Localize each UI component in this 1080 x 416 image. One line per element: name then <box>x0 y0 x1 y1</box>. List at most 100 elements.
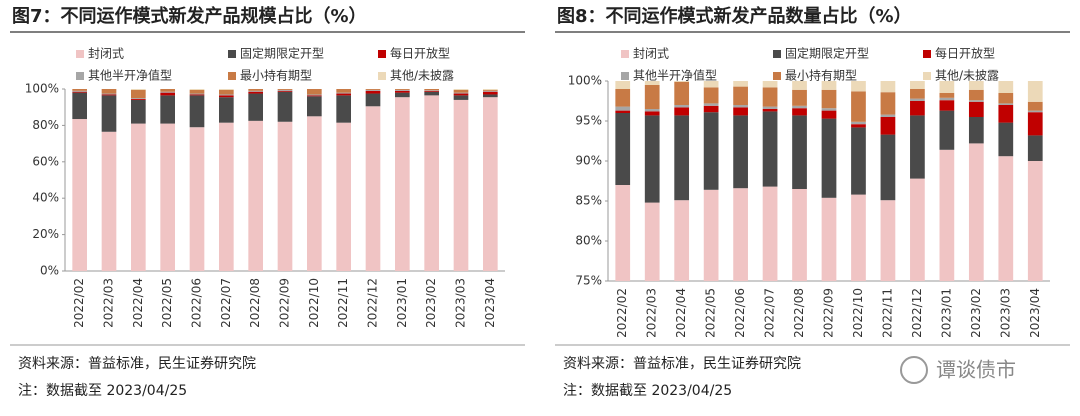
x-tick-label: 2023/02 <box>424 278 438 328</box>
bar-segment <box>483 89 498 91</box>
x-tick-label: 2022/12 <box>910 288 924 338</box>
bar-segment <box>131 99 146 100</box>
bar-segment <box>453 99 469 271</box>
bar-segment <box>336 92 351 94</box>
bar-segment <box>821 81 837 90</box>
bar-segment <box>395 89 410 91</box>
x-tick-label: 2022/11 <box>336 278 350 328</box>
x-tick-label: 2022/05 <box>160 278 174 328</box>
bar-segment <box>910 115 925 179</box>
watermark-text: 谭谈债市 <box>936 358 1016 382</box>
bar-segment <box>307 94 322 96</box>
bar-segment <box>189 93 205 95</box>
bar-segment <box>483 94 498 98</box>
bar-segment <box>277 121 293 271</box>
bar-segment <box>277 91 293 122</box>
bar-segment <box>880 200 896 281</box>
footnote: 注：数据截至 2023/04/25 <box>563 383 732 399</box>
bar-segment <box>644 111 660 116</box>
bar-segment <box>674 105 690 108</box>
bar-segment <box>219 89 234 90</box>
bar-segment <box>189 127 205 271</box>
footnote: 注：数据截至 2023/04/25 <box>18 383 187 399</box>
bar-segment <box>365 93 381 107</box>
bar-segment <box>644 109 660 112</box>
bar-segment <box>644 202 660 281</box>
bar-segment <box>792 81 807 90</box>
bar-segment <box>1027 101 1043 111</box>
bar-segment <box>998 156 1014 281</box>
bar-segment <box>792 105 807 109</box>
bar-segment <box>821 197 837 281</box>
bar-segment <box>307 95 322 97</box>
legend-label: 其他/未披露 <box>935 69 999 83</box>
bar-segment <box>131 89 146 99</box>
bar-segment <box>910 98 925 101</box>
bar-segment <box>615 110 631 113</box>
bar-segment <box>483 89 498 90</box>
legend-swatch <box>378 72 386 80</box>
x-tick-label: 2022/04 <box>131 278 145 328</box>
bar-segment <box>998 81 1014 93</box>
bar-segment <box>101 93 117 95</box>
bar-segment <box>277 89 293 90</box>
bar-segment <box>395 90 410 93</box>
bar-segment <box>395 92 410 98</box>
bar-segment <box>762 87 778 107</box>
bar-segment <box>1027 110 1043 113</box>
bar-segment <box>72 90 87 92</box>
bar-segment <box>939 149 955 281</box>
bar-segment <box>72 89 87 91</box>
watermark: 谭谈债市 <box>900 356 1016 384</box>
x-tick-label: 2022/08 <box>792 288 806 338</box>
bar-segment <box>248 90 263 92</box>
x-tick-label: 2022/06 <box>190 278 204 328</box>
legend-label: 固定期限定开型 <box>785 46 869 61</box>
legend-swatch <box>228 50 236 58</box>
chart-title: 图7：不同运作模式新发产品规模占比（%） <box>12 5 367 27</box>
x-tick-label: 2022/03 <box>645 288 659 338</box>
bar-segment <box>131 98 146 100</box>
legend-label: 每日开放型 <box>935 46 995 61</box>
bar-segment <box>968 81 984 90</box>
y-tick-label: 90% <box>575 154 602 168</box>
bar-segment <box>733 81 748 87</box>
bar-segment <box>189 95 205 128</box>
bar-segment <box>851 127 866 195</box>
bar-segment <box>424 90 439 92</box>
bar-segment <box>762 81 778 88</box>
bar-segment <box>674 200 690 281</box>
bar-segment <box>101 89 117 94</box>
bar-segment <box>395 97 410 271</box>
bar-segment <box>248 91 263 94</box>
legend-swatch <box>923 72 931 80</box>
legend-swatch <box>76 50 84 58</box>
bar-segment <box>792 115 807 189</box>
bar-segment <box>615 89 631 107</box>
x-tick-label: 2022/02 <box>72 278 86 328</box>
bar-segment <box>248 120 263 271</box>
bar-segment <box>615 185 631 281</box>
bar-segment <box>101 131 117 271</box>
legend-label: 其他半开净值型 <box>633 68 717 83</box>
bar-segment <box>131 123 146 271</box>
x-tick-label: 2022/07 <box>219 278 233 328</box>
x-tick-label: 2022/12 <box>366 278 380 328</box>
bar-segment <box>851 121 866 125</box>
bar-segment <box>1027 135 1043 161</box>
bar-segment <box>910 101 925 116</box>
x-tick-label: 2022/04 <box>674 288 688 338</box>
bar-segment <box>307 96 322 117</box>
x-tick-label: 2022/10 <box>307 278 321 328</box>
x-tick-label: 2023/03 <box>998 288 1012 338</box>
bar-segment <box>733 188 748 281</box>
bar-segment <box>615 113 631 185</box>
bar-segment <box>1027 81 1043 102</box>
bar-segment <box>821 108 837 111</box>
x-tick-label: 2023/01 <box>395 278 409 328</box>
legend-swatch <box>773 50 781 58</box>
legend-swatch <box>621 72 629 80</box>
bar-segment <box>703 105 719 113</box>
watermark-icon <box>900 356 928 384</box>
bar-segment <box>939 93 955 98</box>
